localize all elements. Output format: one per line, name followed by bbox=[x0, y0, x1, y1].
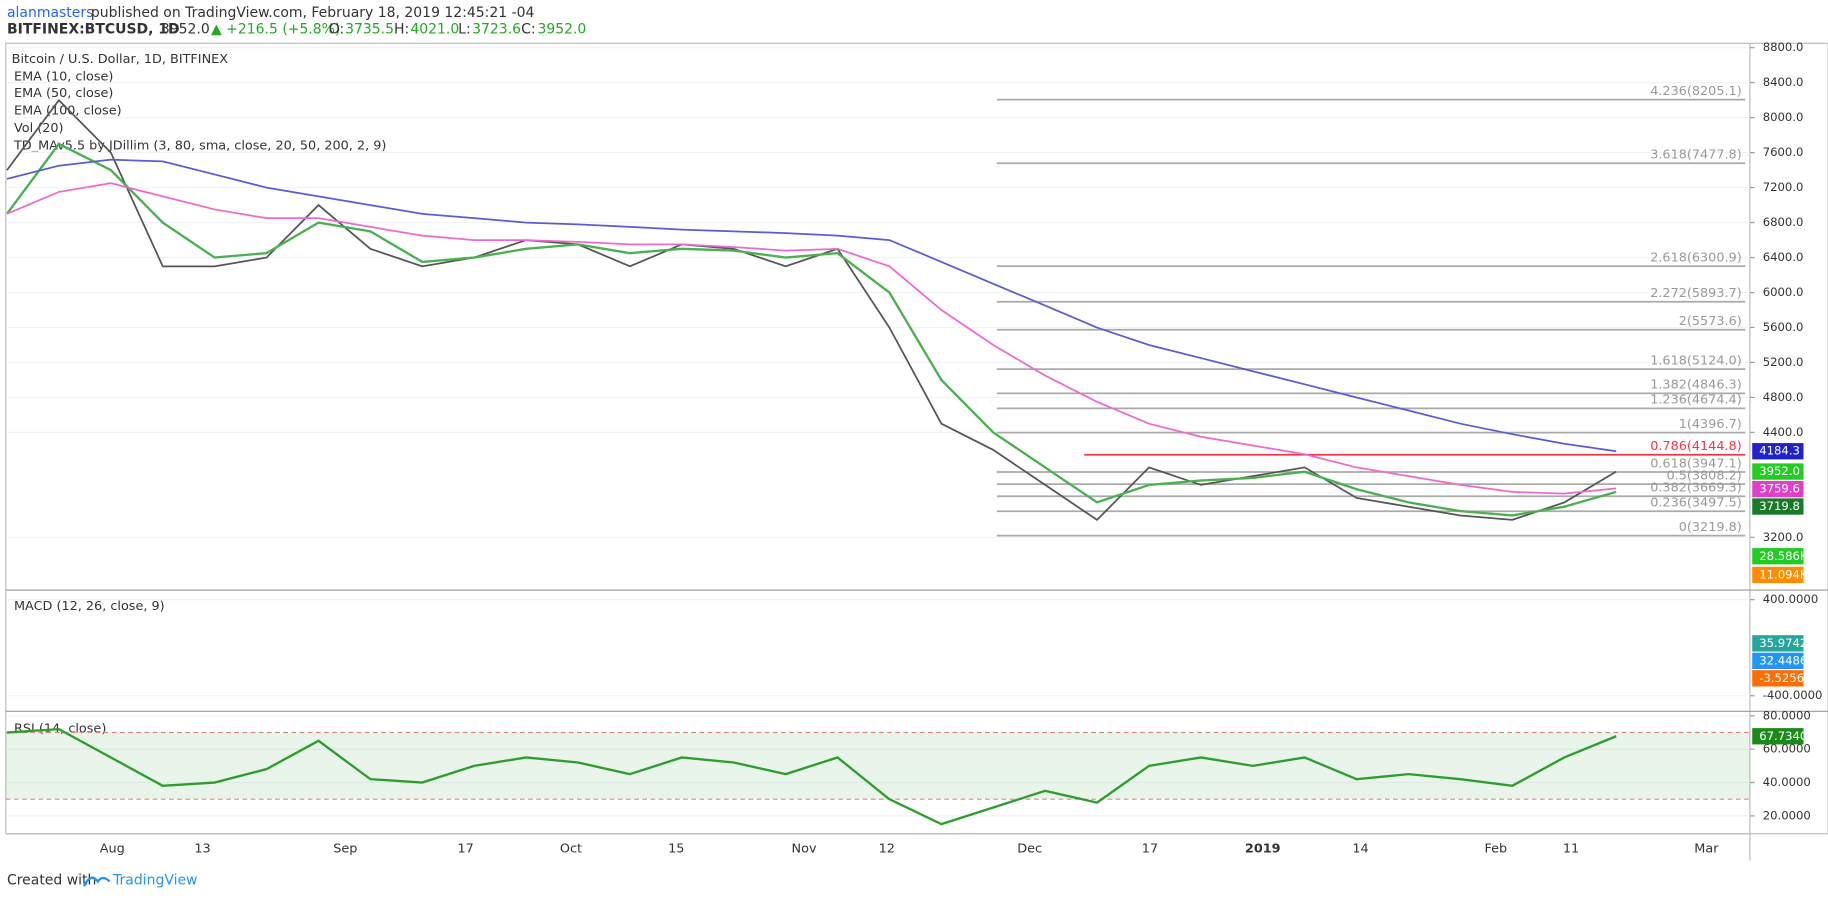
low: 3723.6 bbox=[472, 21, 521, 37]
tv-logo bbox=[82, 876, 111, 887]
y-tick-label: 7600.0 bbox=[1763, 145, 1804, 159]
price-badge bbox=[1752, 566, 1804, 584]
fib-label: 4.236(8205.1) bbox=[1650, 84, 1742, 99]
y-tick-label: 60.0000 bbox=[1763, 742, 1811, 756]
price-badge bbox=[1752, 463, 1804, 480]
y-tick-label: 6400.0 bbox=[1763, 250, 1804, 264]
price-badge-label: 35.9742 bbox=[1759, 636, 1807, 650]
price-badge-label: 3719.8 bbox=[1759, 499, 1800, 513]
y-tick-label: 8000.0 bbox=[1763, 110, 1804, 124]
price-badge bbox=[1752, 498, 1804, 515]
y-tick-label: 7200.0 bbox=[1763, 180, 1804, 194]
last: 3952.0 bbox=[161, 21, 210, 37]
y-tick-label: -400.0000 bbox=[1763, 688, 1823, 702]
fib-label: 0.786(4144.8) bbox=[1650, 439, 1742, 454]
price-badge bbox=[1752, 670, 1804, 687]
h-label: H: bbox=[394, 21, 409, 37]
price-badge bbox=[1752, 652, 1804, 670]
fib-label: 3.618(7477.8) bbox=[1650, 148, 1742, 163]
x-tick-label: 17 bbox=[1142, 841, 1158, 856]
x-tick-label: Feb bbox=[1485, 841, 1508, 856]
price-badge-label: -3.5256 bbox=[1759, 671, 1804, 685]
price-badge bbox=[1752, 548, 1804, 565]
x-tick-label: Dec bbox=[1017, 841, 1042, 856]
x-tick-label: 14 bbox=[1352, 841, 1368, 856]
y-tick-label: 80.0000 bbox=[1763, 708, 1811, 722]
legend-td: TD_MAv5.5 by JDillim (3, 80, sma, close,… bbox=[13, 138, 386, 153]
x-tick-label: 11 bbox=[1563, 841, 1579, 856]
l-label: L: bbox=[458, 21, 471, 37]
footer-brand[interactable]: TradingView bbox=[112, 872, 197, 888]
price-badge-label: 28.586K bbox=[1759, 549, 1808, 563]
fib-label: 0.236(3497.5) bbox=[1650, 496, 1742, 511]
macd-title: MACD (12, 26, close, 9) bbox=[14, 599, 165, 614]
price-badge bbox=[1752, 480, 1804, 498]
x-tick-label: 15 bbox=[668, 841, 684, 856]
y-tick-label: 5200.0 bbox=[1763, 355, 1804, 369]
author[interactable]: alanmasters bbox=[7, 5, 93, 21]
o-label: O: bbox=[329, 21, 344, 37]
legend-symbol: Bitcoin / U.S. Dollar, 1D, BITFINEX bbox=[12, 52, 229, 67]
fib-label: 0.382(3669.3) bbox=[1650, 481, 1742, 496]
price-badge-label: 4184.3 bbox=[1759, 444, 1800, 458]
fib-label: 1.382(4846.3) bbox=[1650, 378, 1742, 393]
x-tick-label: 17 bbox=[458, 841, 474, 856]
y-tick-label: 20.0000 bbox=[1763, 808, 1811, 822]
y-tick-label: 8800.0 bbox=[1763, 40, 1804, 54]
c-label: C: bbox=[521, 21, 535, 37]
price-badge-label: 67.7340 bbox=[1759, 729, 1807, 743]
price-badge bbox=[1752, 728, 1804, 745]
legend-ema50: EMA (50, close) bbox=[14, 86, 113, 101]
y-tick-label: 8400.0 bbox=[1763, 75, 1804, 89]
change: ▲ +216.5 (+5.8%) bbox=[211, 21, 340, 37]
x-tick-label: 2019 bbox=[1245, 841, 1281, 856]
fib-label: 2.272(5893.7) bbox=[1650, 286, 1742, 301]
x-tick-label: Aug bbox=[100, 841, 125, 856]
open: 3735.5 bbox=[345, 21, 394, 37]
series-line bbox=[6, 142, 1617, 517]
series-line bbox=[6, 727, 1617, 826]
x-tick-label: 12 bbox=[879, 841, 895, 856]
y-tick-label: 6800.0 bbox=[1763, 215, 1804, 229]
fib-label: 2.618(6300.9) bbox=[1650, 251, 1742, 266]
y-tick-label: 40.0000 bbox=[1763, 775, 1811, 789]
price-badge-label: 11.094K bbox=[1759, 567, 1808, 581]
symbol: BITFINEX:BTCUSD, 1D bbox=[7, 21, 180, 37]
fib-label: 0.5(3808.2) bbox=[1667, 468, 1742, 483]
fib-label: 2(5573.6) bbox=[1679, 314, 1742, 329]
published: published on TradingView.com, February 1… bbox=[91, 5, 535, 21]
price-badge-label: 3759.6 bbox=[1759, 482, 1800, 496]
fib-label: 1.618(5124.0) bbox=[1650, 353, 1742, 368]
x-tick-label: Oct bbox=[560, 841, 582, 856]
fib-label: 1(4396.7) bbox=[1679, 417, 1742, 432]
price-badge-label: 32.4486 bbox=[1759, 653, 1807, 667]
footer-created: Created with bbox=[7, 872, 96, 888]
y-tick-label: 400.0000 bbox=[1763, 592, 1819, 606]
x-tick-label: Sep bbox=[333, 841, 357, 856]
y-tick-label: 5600.0 bbox=[1763, 320, 1804, 334]
rsi-band bbox=[5, 732, 1750, 800]
x-tick-label: 13 bbox=[194, 841, 210, 856]
y-tick-label: 4800.0 bbox=[1763, 390, 1804, 404]
series-line bbox=[6, 182, 1617, 495]
legend-ema10: EMA (10, close) bbox=[14, 70, 113, 85]
high: 4021.0 bbox=[410, 21, 459, 37]
y-tick-label: 4400.0 bbox=[1763, 425, 1804, 439]
price-badge bbox=[1752, 443, 1804, 460]
fib-label: 0(3219.8) bbox=[1679, 520, 1742, 535]
legend-ema100: EMA (100, close) bbox=[14, 103, 122, 118]
price-badge-label: 3952.0 bbox=[1759, 464, 1800, 478]
series-line bbox=[6, 158, 1617, 453]
close: 3952.0 bbox=[537, 21, 586, 37]
x-tick-label: Mar bbox=[1694, 841, 1719, 856]
fib-label: 0.618(3947.1) bbox=[1650, 456, 1742, 471]
x-tick-label: Nov bbox=[792, 841, 817, 856]
y-tick-label: 3200.0 bbox=[1763, 530, 1804, 544]
y-tick-label: 6000.0 bbox=[1763, 285, 1804, 299]
price-badge bbox=[1752, 635, 1804, 652]
fib-label: 1.236(4674.4) bbox=[1650, 393, 1742, 408]
